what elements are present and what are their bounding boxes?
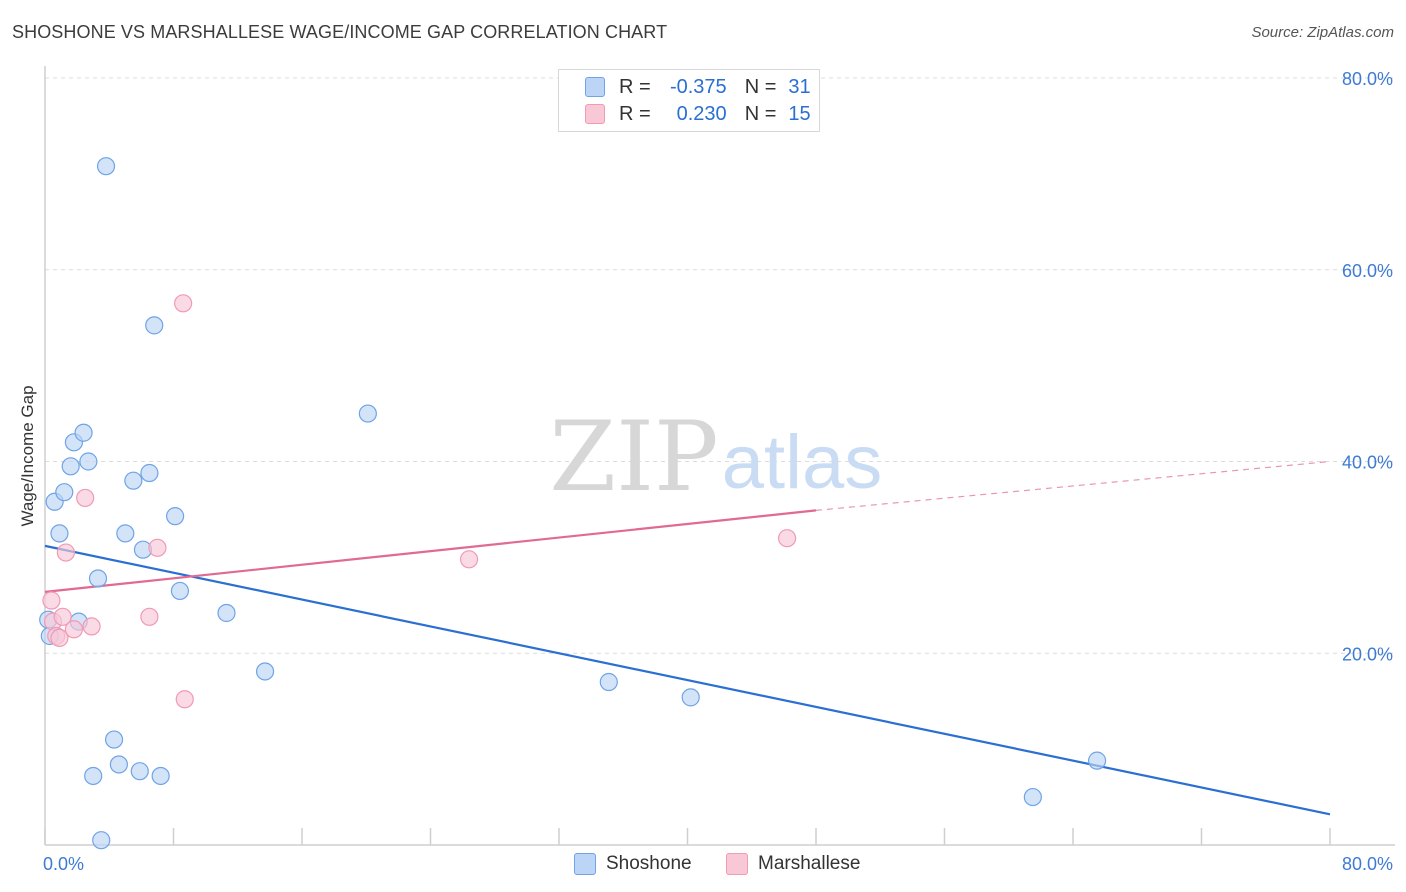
marshallese-point <box>459 550 479 569</box>
marshallese-point <box>76 488 95 508</box>
legend-r-label: R = <box>619 75 651 98</box>
grid-layer <box>45 77 1395 654</box>
marshallese-point <box>50 628 69 648</box>
marshallese-swatch <box>585 104 605 124</box>
shoshone-point <box>170 581 190 601</box>
shoshone-legend-label: Shoshone <box>606 853 692 874</box>
marshallese-point <box>42 591 61 610</box>
shoshone-legend-swatch <box>574 853 596 875</box>
shoshone-point <box>1087 751 1107 770</box>
shoshone-point <box>96 157 116 176</box>
y-tick-label: 40.0% <box>1342 453 1393 473</box>
tick-label-layer: 80.0% 60.0% 40.0% 20.0% 0.0% 80.0% <box>43 69 1393 874</box>
bottom-legend-marshallese: Marshallese <box>726 852 860 876</box>
marshallese-point <box>175 690 194 709</box>
legend-n-label: N = <box>744 75 777 98</box>
marshallese-point <box>148 538 167 557</box>
legend-n-value: 31 <box>788 75 811 98</box>
legend-row-shoshone: R = -0.375 N = 31 <box>585 75 811 99</box>
shoshone-point <box>151 766 170 786</box>
shoshone-point <box>109 755 128 774</box>
marshallese-legend-swatch <box>726 853 748 875</box>
trend-layer <box>44 460 1331 816</box>
y-tick-label: 80.0% <box>1342 69 1393 89</box>
bottom-legend-shoshone: Shoshone <box>574 852 692 876</box>
correlation-legend: R = -0.375 N = 31 R = 0.230 N = 15 <box>558 69 820 132</box>
shoshone-point <box>599 672 618 692</box>
legend-r-label: R = <box>619 102 651 125</box>
chart-title: SHOSHONE VS MARSHALLESE WAGE/INCOME GAP … <box>12 22 668 42</box>
shoshone-point <box>88 569 108 588</box>
legend-r-value: -0.375 <box>669 75 727 98</box>
y-tick-label: 60.0% <box>1342 261 1393 281</box>
marshallese-point <box>53 607 72 626</box>
y-tick-label: 20.0% <box>1342 644 1393 664</box>
watermark: ZIP atlas <box>549 401 882 513</box>
shoshone-point <box>74 423 93 442</box>
shoshone-point <box>55 483 74 502</box>
shoshone-point <box>61 457 80 476</box>
legend-n-value: 15 <box>788 102 811 125</box>
shoshone-point <box>124 471 143 490</box>
y-axis-label: Wage/Income Gap <box>18 385 37 527</box>
marshallese-point <box>140 607 159 626</box>
watermark-atlas: atlas <box>722 420 883 505</box>
shoshone-swatch <box>585 77 605 97</box>
shoshone-trend-line <box>44 544 1331 816</box>
x-tick-label: 80.0% <box>1342 854 1393 874</box>
source-credit: Source: ZipAtlas.com <box>1251 24 1394 41</box>
shoshone-point <box>104 730 124 749</box>
shoshone-point <box>358 404 377 423</box>
shoshone-point <box>130 762 149 781</box>
shoshone-point <box>79 452 98 471</box>
marshallese-point <box>174 294 193 313</box>
shoshone-point <box>145 316 164 335</box>
marshallese-point <box>56 543 75 562</box>
shoshone-point <box>166 507 185 526</box>
marshallese-trend-line <box>44 509 817 593</box>
axis-layer <box>44 66 1395 846</box>
legend-row-marshallese: R = 0.230 N = 15 <box>585 102 811 126</box>
marshallese-point <box>82 617 101 636</box>
legend-r-value: 0.230 <box>676 102 727 125</box>
legend-n-label: N = <box>744 102 777 125</box>
marshallese-trend-extension <box>815 460 1331 511</box>
shoshone-point <box>1023 787 1042 807</box>
shoshone-point <box>84 766 103 786</box>
watermark-zip: ZIP <box>549 401 718 513</box>
shoshone-point <box>116 524 135 543</box>
shoshone-point <box>92 831 111 850</box>
shoshone-point <box>140 463 159 483</box>
x-tick-label: 0.0% <box>43 854 84 874</box>
shoshone-point <box>50 524 69 543</box>
marshallese-point <box>64 620 84 639</box>
marshallese-legend-label: Marshallese <box>758 853 861 874</box>
shoshone-point <box>217 603 236 623</box>
shoshone-point <box>255 662 275 681</box>
marshallese-point <box>777 529 797 548</box>
points-layer <box>39 157 1107 850</box>
shoshone-point <box>681 688 700 707</box>
